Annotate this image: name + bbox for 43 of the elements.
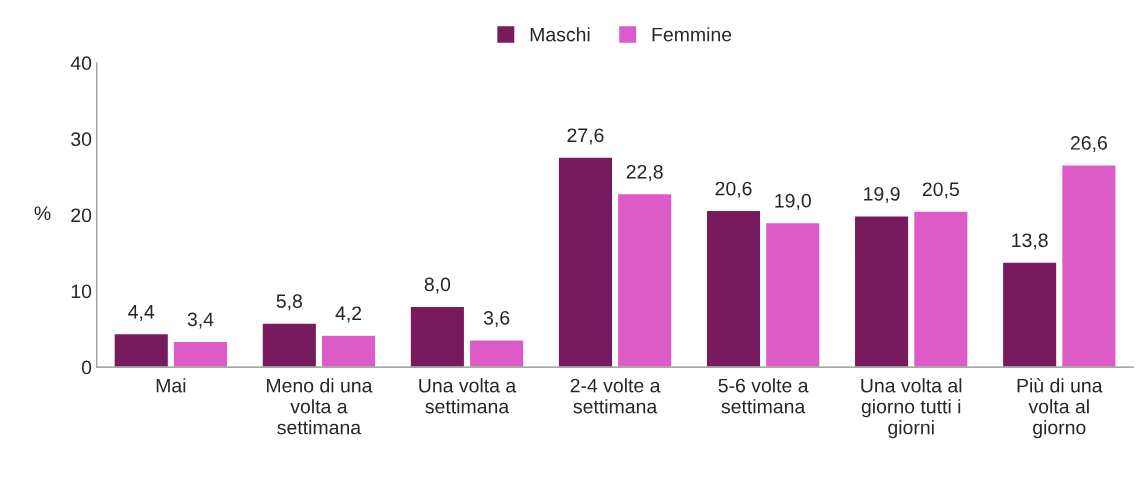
bar [853,215,910,368]
legend-label: Femmine [652,27,732,42]
x-tick-label: 5-6 volte a settimana [718,378,809,414]
bar [468,338,525,368]
y-axis-title: % [34,206,51,221]
bar [409,305,466,368]
data-label: 8,0 [424,277,451,294]
data-label: 22,8 [626,164,663,181]
x-tick-label: Mai [156,378,186,393]
bar [261,322,318,368]
data-label: 5,8 [276,294,302,311]
data-label: 4,4 [128,305,155,321]
x-tick-label: Una volta al giorno tutti i giorni [861,378,962,439]
data-label: 13,8 [1012,233,1048,250]
data-label: 19,9 [864,186,900,204]
x-tick-label: 2-4 volte a settimana [570,378,661,414]
y-tick-label: 40 [70,56,92,71]
y-tick-label: 30 [71,132,92,147]
bar [1001,261,1058,368]
y-tick-label: 20 [71,208,92,223]
legend-label: Maschi [530,27,590,42]
data-label: 3,4 [187,312,214,329]
y-tick-label: 10 [71,284,92,299]
bar [705,209,762,368]
bar [172,340,229,368]
bar [616,192,673,368]
bar [557,156,614,368]
y-tick-label: 0 [81,360,92,375]
x-tick-label: Meno di una volta a settimana [267,378,373,435]
x-tick-label: Una volta a settimana [419,378,517,414]
data-label: 20,6 [715,181,752,198]
bar [764,221,821,368]
data-label: 4,2 [335,306,362,323]
data-label: 20,5 [922,182,959,199]
bar [320,334,377,368]
data-label: 19,0 [775,193,811,210]
bar [1060,164,1117,368]
data-label: 27,6 [567,128,604,145]
bar [912,210,969,368]
bar [113,332,170,368]
data-label: 3,6 [483,310,510,328]
x-tick-label: Più di una volta al giorno [1017,377,1103,439]
data-label: 26,6 [1070,136,1107,153]
